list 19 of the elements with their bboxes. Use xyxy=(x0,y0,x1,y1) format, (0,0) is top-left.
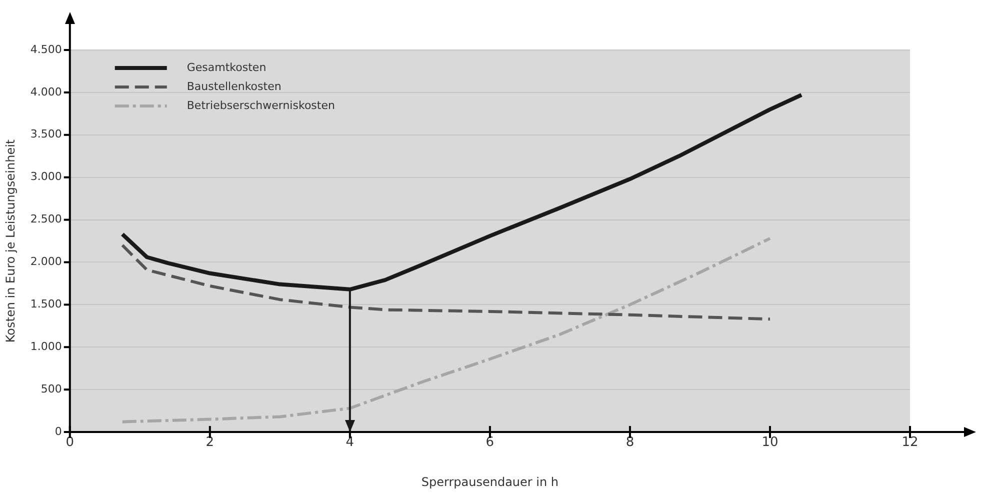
y-axis-title: Kosten in Euro je Leistungseinheit xyxy=(3,139,18,343)
y-tick-label: 4.500 xyxy=(30,42,62,56)
legend-label: Baustellenkosten xyxy=(186,80,282,93)
y-tick-label: 3.500 xyxy=(30,128,62,141)
legend-label: Betriebserschwerniskosten xyxy=(186,98,335,112)
y-tick-label: 1.500 xyxy=(30,298,62,311)
y-tick-label: 4.000 xyxy=(30,85,62,98)
x-tick-label: 8 xyxy=(626,435,634,450)
y-tick-label: 1.000 xyxy=(30,340,62,353)
x-axis-title: Sperrpausendauer in h xyxy=(421,474,559,489)
y-tick-label: 0 xyxy=(54,424,62,438)
x-tick-label: 12 xyxy=(902,435,918,450)
y-tick-label: 2.500 xyxy=(30,212,62,226)
x-tick-label: 10 xyxy=(762,435,778,450)
x-tick-label: 4 xyxy=(346,435,354,450)
y-tick-label: 2.000 xyxy=(30,255,62,268)
legend-label: Gesamtkosten xyxy=(186,60,266,74)
y-tick-label: 500 xyxy=(40,382,62,396)
y-tick-label: 3.000 xyxy=(30,170,62,184)
